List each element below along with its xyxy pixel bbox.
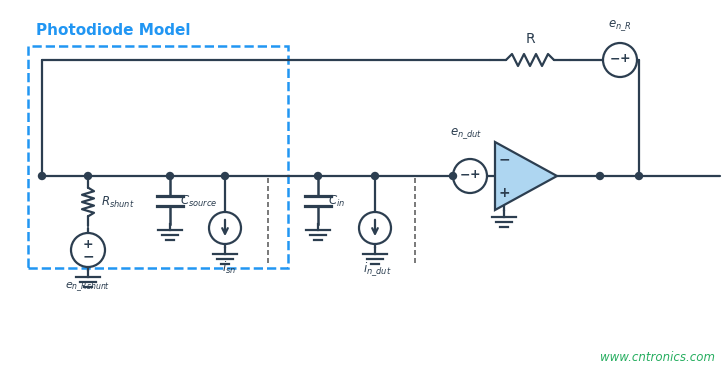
Text: $e_{n\_dut}$: $e_{n\_dut}$ [450, 126, 482, 141]
Circle shape [166, 173, 174, 179]
Text: +: + [620, 53, 630, 65]
Circle shape [635, 173, 643, 179]
Text: −: − [610, 53, 620, 65]
Circle shape [314, 173, 322, 179]
Text: −: − [82, 249, 94, 263]
Text: R: R [525, 32, 535, 46]
Text: +: + [83, 238, 94, 252]
Text: Photodiode Model: Photodiode Model [36, 23, 190, 38]
Text: $e_{n\_Rshunt}$: $e_{n\_Rshunt}$ [65, 281, 110, 294]
Polygon shape [495, 142, 557, 210]
Circle shape [372, 173, 378, 179]
Text: $i_{n\_dut}$: $i_{n\_dut}$ [363, 260, 391, 278]
Text: $e_{n\_R}$: $e_{n\_R}$ [608, 18, 632, 33]
Text: +: + [498, 186, 510, 200]
Text: $C_{in}$: $C_{in}$ [328, 193, 345, 209]
Text: www.cntronics.com: www.cntronics.com [600, 351, 715, 364]
Text: +: + [470, 168, 481, 182]
Circle shape [84, 173, 91, 179]
Circle shape [38, 173, 46, 179]
Text: −: − [498, 152, 510, 166]
Text: $R_{shunt}$: $R_{shunt}$ [101, 194, 134, 209]
Text: $C_{source}$: $C_{source}$ [180, 193, 217, 209]
Text: $i_{sn}$: $i_{sn}$ [222, 260, 236, 276]
Circle shape [221, 173, 229, 179]
Text: −: − [460, 168, 470, 182]
Circle shape [597, 173, 603, 179]
Circle shape [449, 173, 457, 179]
